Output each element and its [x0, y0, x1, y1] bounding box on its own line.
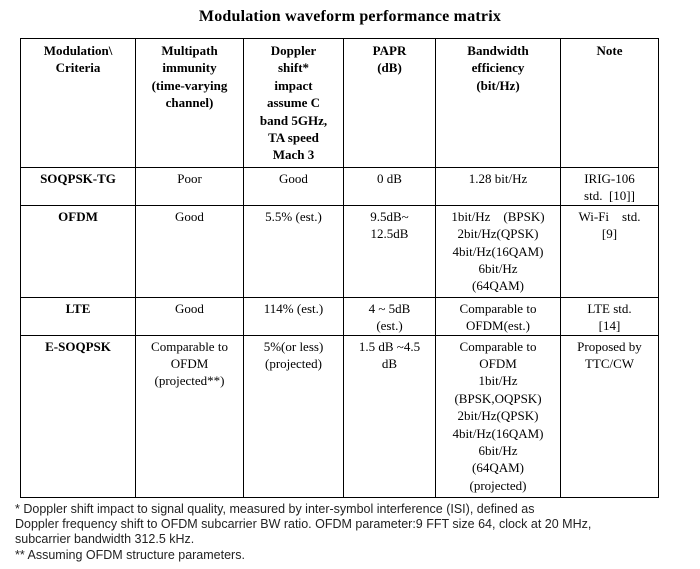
row-header-e-soqpsk: E-SOQPSK [20, 334, 136, 498]
cell-ofdm-doppler: 5.5% (est.) [243, 204, 344, 298]
cell-esoqpsk-bandwidth: Comparable to OFDM 1bit/Hz (BPSK,OQPSK) … [435, 334, 561, 498]
cell-lte-bandwidth: Comparable to OFDM(est.) [435, 296, 561, 336]
col-header-doppler-shift: Doppler shift* impact assume C band 5GHz… [243, 38, 344, 168]
cell-esoqpsk-multipath: Comparable to OFDM (projected**) [135, 334, 244, 498]
footnotes-block: * Doppler shift impact to signal quality… [15, 502, 675, 563]
table-row-ofdm: OFDM Good 5.5% (est.) 9.5dB~ 12.5dB 1bit… [20, 204, 659, 298]
page-title: Modulation waveform performance matrix [198, 8, 502, 25]
col-header-modulation-criteria: Modulation\ Criteria [20, 38, 136, 168]
col-header-bandwidth-efficiency: Bandwidth efficiency (bit/Hz) [435, 38, 561, 168]
cell-ofdm-multipath: Good [135, 204, 244, 298]
table-row-soqpsk-tg: SOQPSK-TG Poor Good 0 dB 1.28 bit/Hz IRI… [20, 167, 659, 206]
cell-esoqpsk-doppler: 5%(or less) (projected) [243, 334, 344, 498]
cell-esoqpsk-note: Proposed by TTC/CW [560, 334, 659, 498]
cell-soqpsk-note: IRIG-106 std. [10]] [560, 167, 659, 206]
footnote-doppler-line1: * Doppler shift impact to signal quality… [15, 502, 535, 516]
performance-table: Modulation\ Criteria Multipath immunity … [20, 38, 659, 498]
cell-soqpsk-doppler: Good [243, 167, 344, 206]
cell-ofdm-papr: 9.5dB~ 12.5dB [343, 204, 436, 298]
row-header-lte: LTE [20, 296, 136, 336]
cell-esoqpsk-papr: 1.5 dB ~4.5 dB [343, 334, 436, 498]
footnote-ofdm-assumption: ** Assuming OFDM structure parameters. [15, 547, 245, 562]
cell-lte-doppler: 114% (est.) [243, 296, 344, 336]
table-row-lte: LTE Good 114% (est.) 4 ~ 5dB (est.) Comp… [20, 296, 659, 336]
cell-soqpsk-multipath: Poor [135, 167, 244, 206]
cell-ofdm-bandwidth: 1bit/Hz (BPSK) 2bit/Hz(QPSK) 4bit/Hz(16Q… [435, 204, 561, 298]
cell-lte-papr: 4 ~ 5dB (est.) [343, 296, 436, 336]
footnote-doppler-line3: subcarrier bandwidth 312.5 kHz. [15, 532, 195, 547]
cell-soqpsk-papr: 0 dB [343, 167, 436, 206]
col-header-papr: PAPR (dB) [343, 38, 436, 168]
col-header-note: Note [560, 38, 659, 168]
cell-soqpsk-bandwidth: 1.28 bit/Hz [435, 167, 561, 206]
row-header-soqpsk-tg: SOQPSK-TG [20, 167, 136, 206]
cell-lte-note: LTE std. [14] [560, 296, 659, 336]
footnote-doppler-line2: Doppler frequency shift to OFDM subcarri… [15, 517, 592, 532]
table-header-row: Modulation\ Criteria Multipath immunity … [20, 38, 659, 168]
cell-ofdm-note: Wi-Fi std. [9] [560, 204, 659, 298]
col-header-multipath-immunity: Multipath immunity (time-varying channel… [135, 38, 244, 168]
row-header-ofdm: OFDM [20, 204, 136, 298]
table-row-e-soqpsk: E-SOQPSK Comparable to OFDM (projected**… [20, 334, 659, 498]
cell-lte-multipath: Good [135, 296, 244, 336]
